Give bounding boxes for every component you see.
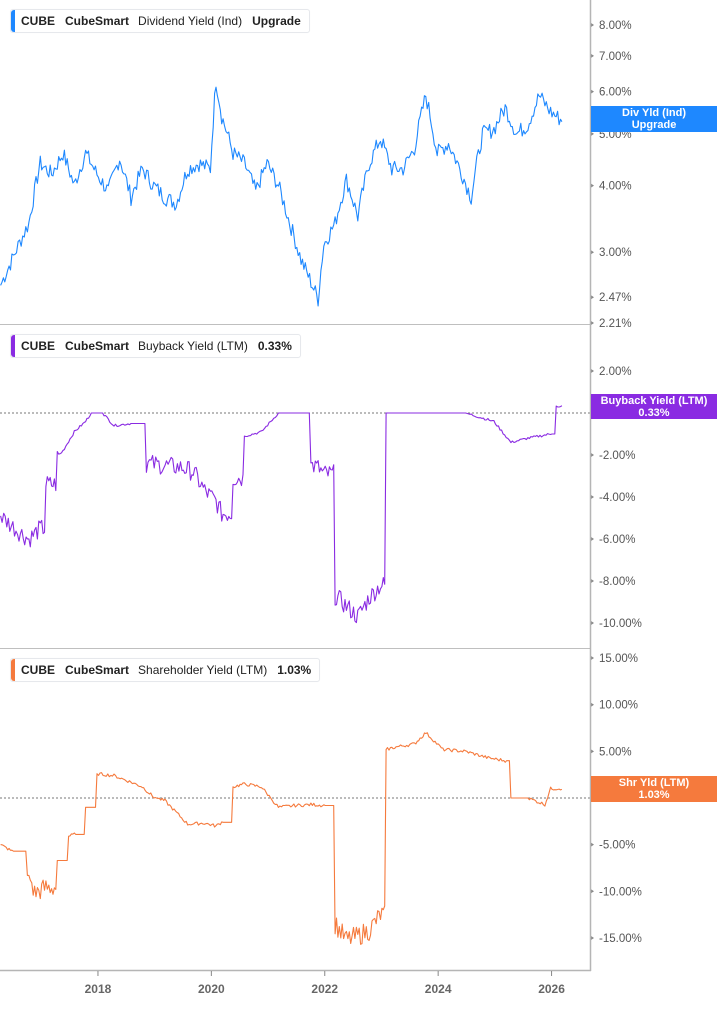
legend-ticker: CUBE <box>21 663 56 677</box>
legend-value: 1.03% <box>277 663 312 677</box>
series-line[interactable] <box>0 86 563 307</box>
series-color-swatch <box>11 335 15 357</box>
y-tick-label: -10.00% <box>599 618 642 630</box>
y-tick-label: -15.00% <box>599 933 642 945</box>
legend-metric: Shareholder Yield (LTM) <box>138 663 268 677</box>
legend-metric: Buyback Yield (LTM) <box>138 339 248 353</box>
badge-shareholder-yield: Shr Yld (LTM) 1.03% <box>591 776 717 802</box>
x-tick-label: 2024 <box>425 982 452 996</box>
legend-ticker: CUBE <box>21 14 56 28</box>
y-tick-label: -6.00% <box>599 534 635 546</box>
y-tick-label: -10.00% <box>599 886 642 898</box>
legend-shareholder-yield[interactable]: CUBE CubeSmart Shareholder Yield (LTM) 1… <box>10 658 321 682</box>
y-tick-label: -4.00% <box>599 492 635 504</box>
x-tick-label: 2026 <box>538 982 565 996</box>
y-tick-label: 2.00% <box>599 366 632 378</box>
y-tick-label: 5.00% <box>599 746 632 758</box>
legend-company: CubeSmart <box>65 339 130 353</box>
y-tick-label: 10.00% <box>599 700 638 712</box>
badge-dividend-yield: Div Yld (Ind) Upgrade <box>591 106 717 132</box>
x-tick-label: 2018 <box>85 982 112 996</box>
buyback-yield-panel: 2.00%0.00%-2.00%-4.00%-6.00%-8.00%-10.00… <box>0 324 642 630</box>
y-tick-label: -8.00% <box>599 576 635 588</box>
y-tick-label: -2.00% <box>599 450 635 462</box>
x-tick-label: 2022 <box>311 982 338 996</box>
y-tick-label: 8.00% <box>599 20 632 32</box>
y-tick-label: 3.00% <box>599 247 632 259</box>
y-tick-label: 7.00% <box>599 51 632 63</box>
badge-line1: Buyback Yield (LTM) <box>600 395 708 407</box>
legend-dividend-yield[interactable]: CUBE CubeSmart Dividend Yield (Ind) Upgr… <box>10 9 310 33</box>
y-tick-label: -5.00% <box>599 840 635 852</box>
series-color-swatch <box>11 659 15 681</box>
legend-upgrade-link[interactable]: Upgrade <box>252 14 301 28</box>
legend-ticker: CUBE <box>21 339 56 353</box>
badge-line2: 1.03% <box>638 789 670 801</box>
legend-metric: Dividend Yield (Ind) <box>138 14 243 28</box>
legend-company: CubeSmart <box>65 14 130 28</box>
series-color-swatch <box>11 10 15 32</box>
y-tick-label: 6.00% <box>599 87 632 99</box>
badge-line2: Upgrade <box>631 119 677 131</box>
y-tick-label: 2.47% <box>599 292 632 304</box>
badge-line1: Shr Yld (LTM) <box>618 777 690 789</box>
series-line[interactable] <box>0 732 563 945</box>
badge-line2: 0.33% <box>638 407 670 419</box>
y-tick-label: 2.21% <box>599 318 632 330</box>
legend-company: CubeSmart <box>65 663 130 677</box>
x-tick-label: 2020 <box>198 982 225 996</box>
x-axis: 2018 2020 2022 2024 2026 <box>0 969 591 996</box>
dividend-yield-panel: 8.00%7.00%6.00%5.00%4.00%3.00%2.47%2.21% <box>0 20 632 330</box>
legend-buyback-yield[interactable]: CUBE CubeSmart Buyback Yield (LTM) 0.33% <box>10 334 301 358</box>
shareholder-yield-panel: 15.00%10.00%5.00%0.00%-5.00%-10.00%-15.0… <box>0 648 642 945</box>
badge-line1: Div Yld (Ind) <box>622 107 686 119</box>
legend-value: 0.33% <box>257 339 292 353</box>
y-tick-label: 4.00% <box>599 181 632 193</box>
y-tick-label: 15.00% <box>599 653 638 665</box>
series-line[interactable] <box>0 405 563 624</box>
badge-buyback-yield: Buyback Yield (LTM) 0.33% <box>591 394 717 419</box>
